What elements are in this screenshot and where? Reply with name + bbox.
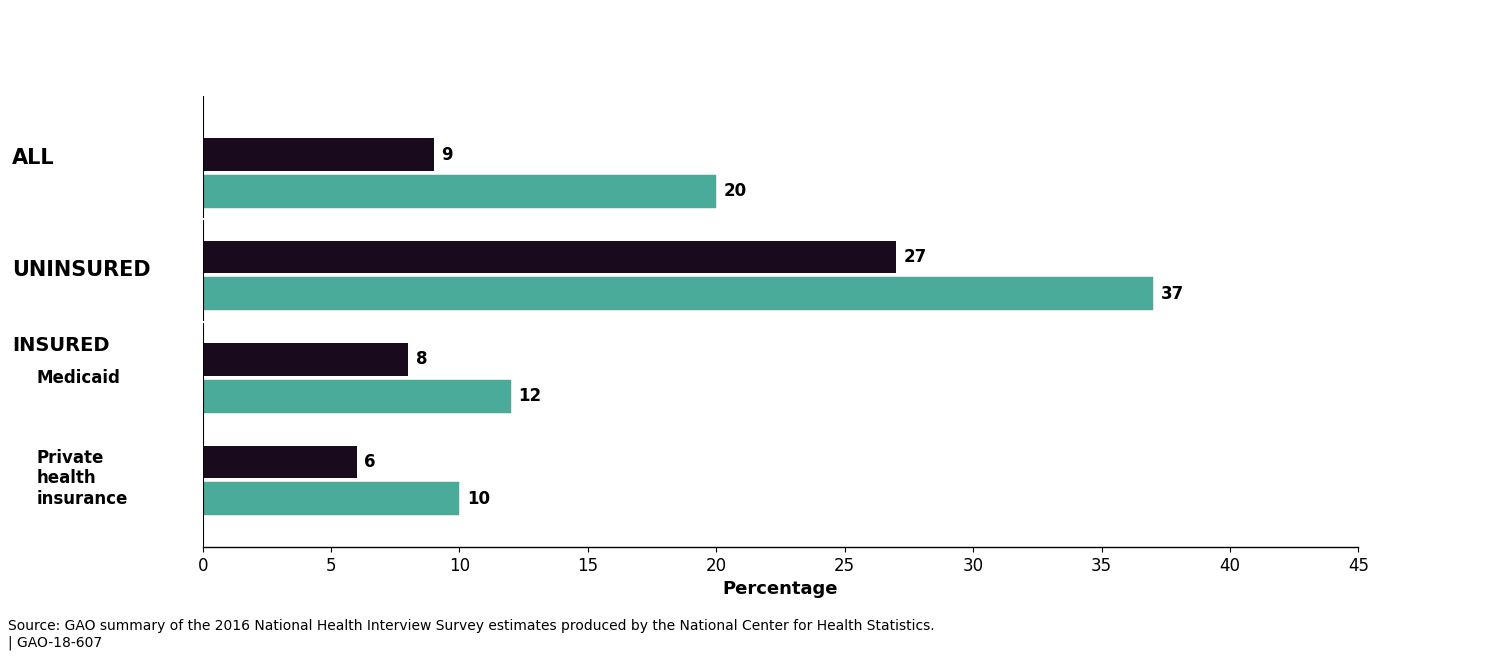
- Bar: [203, 446, 357, 478]
- Text: Source: GAO summary of the 2016 National Health Interview Survey estimates produ: Source: GAO summary of the 2016 National…: [8, 619, 934, 650]
- Bar: [203, 380, 510, 413]
- Bar: [203, 343, 408, 376]
- Text: 20: 20: [723, 182, 747, 200]
- Text: 10: 10: [467, 490, 491, 508]
- Text: INSURED: INSURED: [12, 335, 110, 355]
- Text: 9: 9: [441, 146, 453, 164]
- Bar: [203, 138, 434, 171]
- Text: 37: 37: [1160, 285, 1184, 303]
- Text: UNINSURED: UNINSURED: [12, 261, 150, 280]
- X-axis label: Percentage: Percentage: [723, 580, 838, 598]
- Bar: [203, 175, 716, 208]
- Bar: [203, 241, 896, 273]
- Text: ALL: ALL: [12, 148, 54, 168]
- Text: 27: 27: [904, 248, 928, 266]
- Text: 12: 12: [518, 387, 542, 405]
- Text: Medicaid: Medicaid: [36, 369, 120, 387]
- Text: Private
health
insurance: Private health insurance: [36, 449, 128, 508]
- Bar: [203, 483, 459, 515]
- Text: 8: 8: [416, 351, 428, 369]
- Text: 6: 6: [365, 453, 375, 471]
- Bar: [203, 278, 1153, 310]
